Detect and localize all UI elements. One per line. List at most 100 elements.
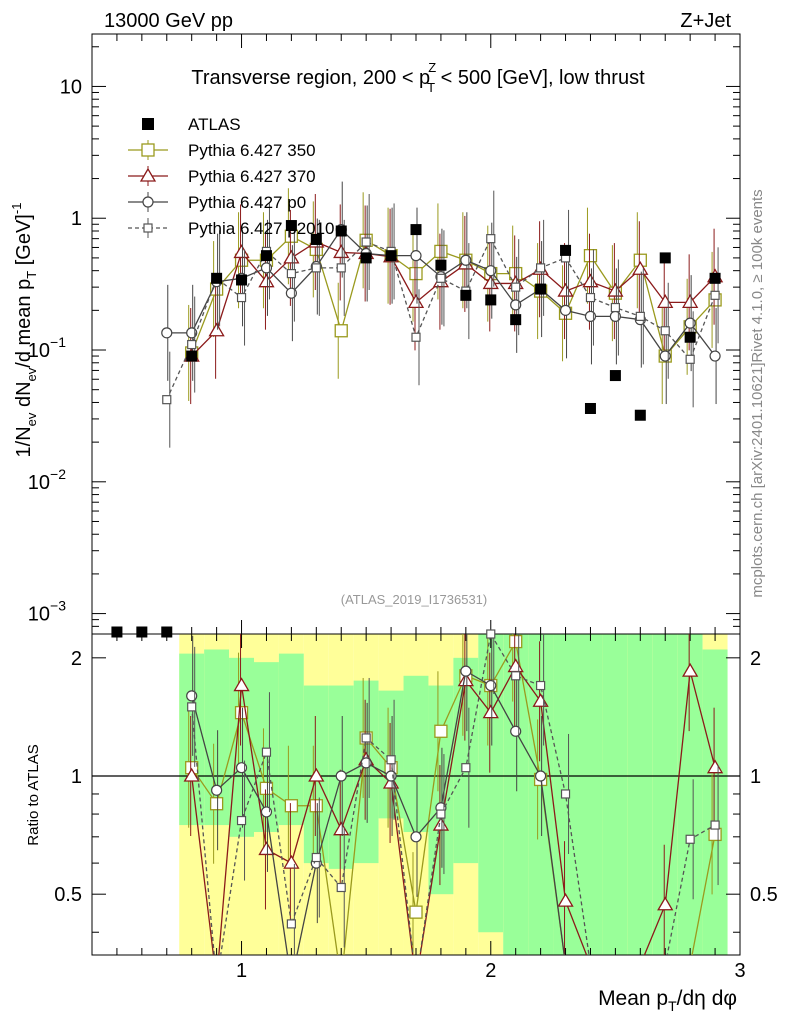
- ratio-band-inner: [179, 653, 205, 826]
- ratio-point: [409, 905, 423, 919]
- ratio-point: [336, 882, 346, 893]
- ratio-point: [410, 831, 422, 843]
- series-point: [660, 326, 670, 336]
- atlas-data-point: [560, 244, 572, 256]
- legend-label: Pythia 6.427 p0: [188, 193, 306, 212]
- rivet-label: Rivet 4.1.0, ≥ 100k events: [749, 189, 766, 362]
- ratio-point: [685, 834, 695, 844]
- atlas-data-point: [111, 626, 123, 638]
- ratio-point: [258, 841, 275, 856]
- ratio-line: [191, 639, 716, 955]
- ratio-point: [183, 767, 200, 782]
- atlas-data-point: [485, 294, 497, 306]
- series-point: [236, 292, 247, 303]
- ratio-point: [211, 784, 223, 796]
- ratio-point: [361, 733, 371, 743]
- legend-label: Pythia 6.427 p2010: [188, 219, 335, 238]
- ratio-line: [191, 634, 716, 955]
- ratio-point: [511, 671, 521, 681]
- atlas-data-point: [709, 272, 721, 284]
- atlas-data-layer: [111, 220, 721, 638]
- ratio-line: [191, 670, 565, 955]
- series-point: [311, 263, 321, 273]
- ratio-tick-label: 2: [71, 648, 82, 670]
- ratio-point: [335, 770, 347, 782]
- series-point: [411, 332, 421, 342]
- ratio-point: [536, 680, 546, 691]
- ratio-point: [236, 815, 247, 826]
- x-axis-label: Mean pT/dη dφ: [598, 987, 737, 1014]
- legend: ATLAS Pythia 6.427 350 Pythia 6.427 370 Pyt…: [128, 115, 335, 238]
- series-point: [409, 266, 423, 281]
- x-tick-label: 2: [485, 960, 496, 982]
- ratio-point: [284, 799, 299, 813]
- ratio-point: [657, 896, 674, 911]
- atlas-data-point: [634, 409, 646, 421]
- series-point: [233, 244, 250, 259]
- series-point: [682, 294, 699, 308]
- ratio-band-inner: [353, 680, 379, 864]
- atlas-data-point: [535, 283, 547, 295]
- legend-marker: [143, 223, 153, 233]
- ratio-point: [386, 755, 396, 765]
- ratio-tick-label: 0.5: [54, 884, 82, 906]
- x-tick-label: 1: [236, 960, 247, 982]
- ratio-point: [482, 704, 499, 719]
- ratio-point: [557, 892, 574, 907]
- legend-label: Pythia 6.427 370: [188, 167, 316, 186]
- ratio-point: [509, 634, 523, 649]
- y-tick-label: 1: [71, 208, 82, 230]
- ratio-point: [309, 799, 323, 813]
- atlas-data-point: [435, 259, 447, 271]
- series-point: [583, 249, 598, 263]
- series-point: [657, 294, 674, 308]
- atlas-data-point: [186, 350, 198, 362]
- series-point: [559, 304, 572, 316]
- series-line: [191, 235, 716, 358]
- legend-marker-atlas: [142, 118, 154, 130]
- ratio-tick-label-right: 1: [750, 766, 761, 788]
- series-point: [511, 282, 521, 292]
- ratio-line: [191, 665, 716, 955]
- y-tick-label: 10−3: [28, 598, 66, 626]
- header-left: 13000 GeV pp: [104, 10, 233, 32]
- atlas-data-point: [410, 224, 422, 236]
- ratio-series-layer: [183, 629, 724, 955]
- ratio-point: [311, 852, 321, 863]
- series-point: [710, 290, 720, 300]
- ratio-band-inner: [403, 675, 429, 833]
- ratio-y-axis-label: Ratio to ATLAS: [25, 744, 42, 845]
- ratio-band-inner: [627, 634, 653, 955]
- ratio-band-inner: [677, 634, 703, 955]
- ratio-point: [708, 827, 722, 842]
- atlas-data-point: [684, 331, 696, 343]
- ratio-band-inner: [578, 634, 603, 955]
- legend-marker: [139, 167, 157, 182]
- ratio-tick-label: 1: [71, 766, 82, 788]
- series-point: [334, 324, 348, 338]
- ratio-point: [460, 665, 472, 677]
- atlas-data-point: [609, 370, 621, 382]
- ratio-point: [434, 724, 448, 738]
- ratio-point: [259, 781, 274, 796]
- atlas-data-point: [460, 289, 472, 301]
- series-point: [361, 237, 371, 247]
- y-tick-label: 10−1: [28, 334, 66, 362]
- ratio-point: [461, 763, 471, 773]
- atlas-data-point: [385, 250, 397, 262]
- ratio-plot-frame: 1 2 3 0.5 0.5 1 1 2 2: [54, 633, 778, 982]
- ratio-point: [308, 767, 325, 782]
- series-point: [161, 327, 173, 339]
- ratio-point: [286, 919, 296, 929]
- ratio-point: [261, 747, 272, 757]
- series-point: [582, 273, 599, 288]
- series-point: [709, 350, 721, 362]
- header-right: Z+Jet: [680, 10, 731, 32]
- y-axis-label: 1/Nev dNev/d mean pT [GeV]-1: [9, 203, 39, 458]
- atlas-data-point: [285, 220, 297, 232]
- ratio-point: [187, 702, 197, 712]
- series-point: [557, 282, 574, 297]
- series-point: [434, 244, 448, 259]
